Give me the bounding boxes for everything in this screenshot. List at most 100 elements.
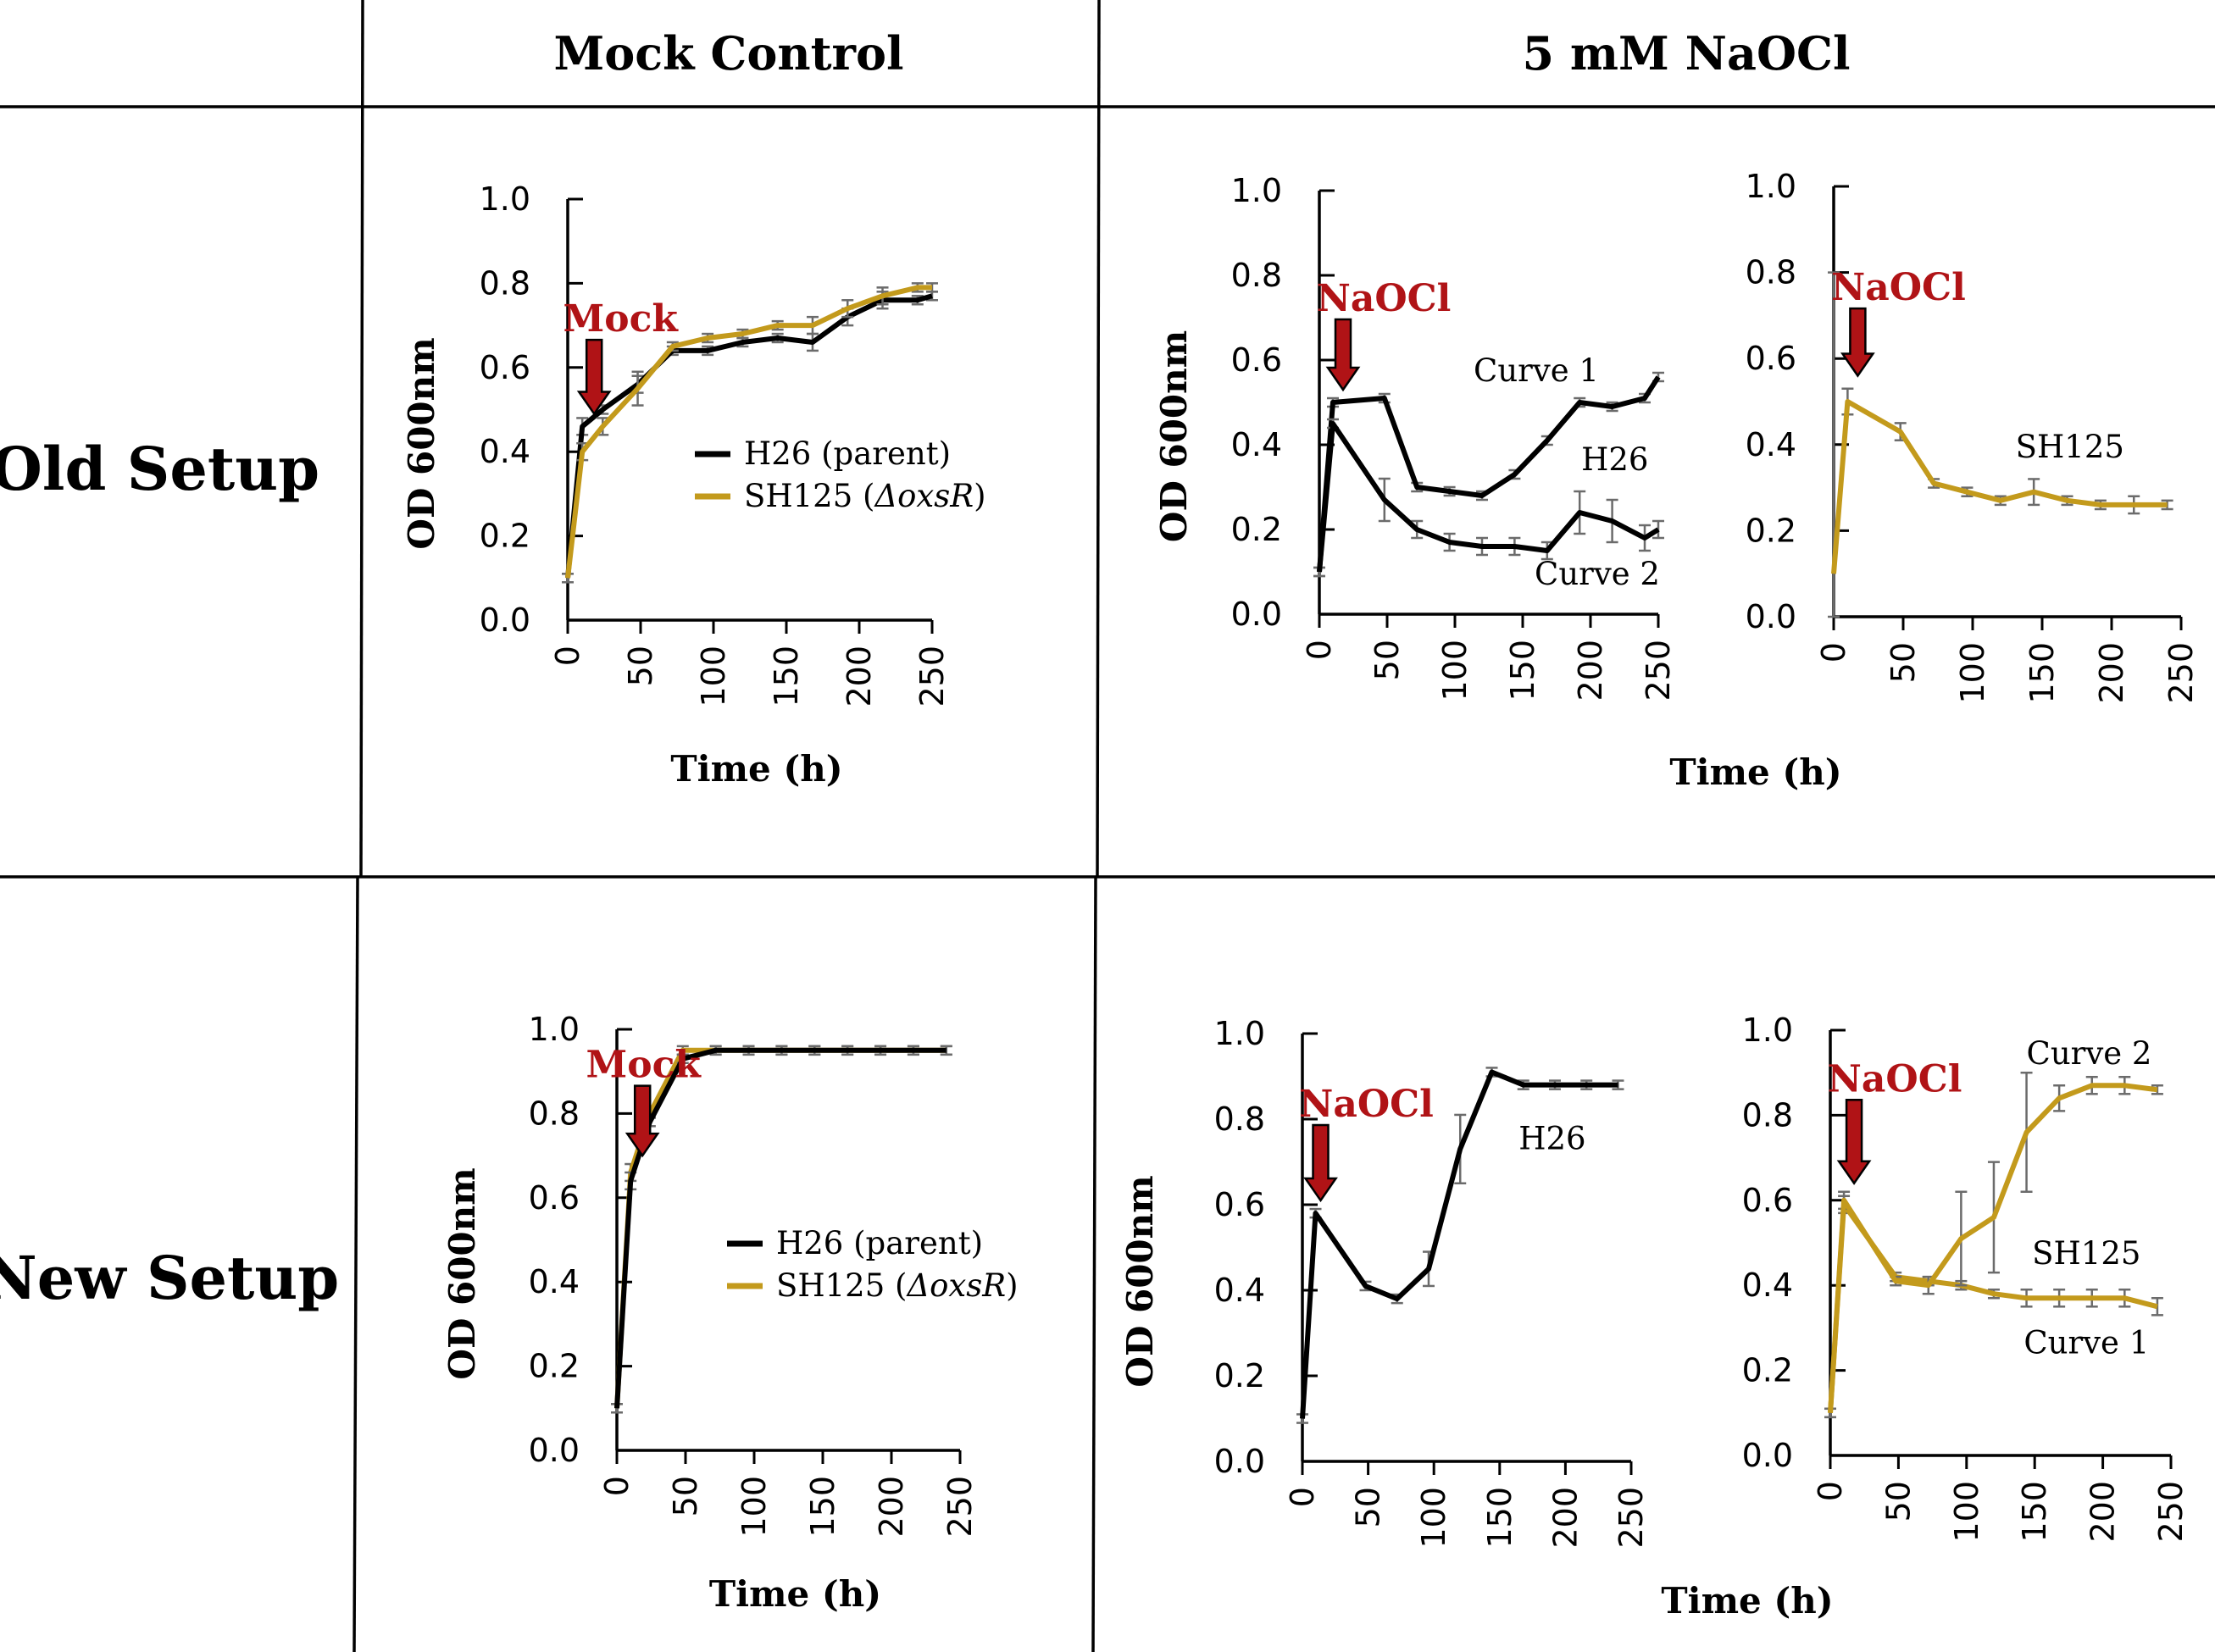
series-sh125-1 [1824,1071,2163,1419]
treatment-arrow-icon [1303,1123,1338,1203]
y-tick-label: 0.4 [480,433,530,470]
x-tick-label: 0 [1301,640,1338,660]
y-tick-label: 0.2 [1231,511,1282,548]
curve-annotation: H26 [1518,1120,1585,1156]
y-tick-label: 0.8 [480,264,530,302]
y-tick-label: 1.0 [1746,168,1796,205]
grid-line-col1-top [359,0,364,878]
curve-annotation: SH125 [2016,429,2124,465]
chart-new_naocl_h26: 0.0 0.2 0.4 0.6 0.8 1.0 0 50 100 150 200 250 OD 600n… [1119,1015,1834,1622]
x-tick-label: 250 [913,646,951,707]
y-tick-label: 0.6 [1214,1186,1265,1223]
y-tick-label: 0.8 [1214,1100,1265,1138]
x-tick-label: 0 [1812,1481,1849,1501]
grid-line-col1-bottom [353,876,359,1652]
x-tick-label: 50 [622,646,659,686]
x-tick-label: 50 [1879,1481,1917,1522]
y-tick-label: 0.0 [480,601,530,639]
curve-annotation: Curve 1 [2023,1325,2149,1361]
series-line [1831,399,2168,574]
y-tick-label: 1.0 [1742,1012,1793,1049]
treatment-label: Mock [563,297,680,341]
curve-annotation: Curve 2 [2027,1035,2152,1072]
x-tick-label: 150 [1481,1487,1518,1549]
curve-annotation: SH125 [2032,1235,2140,1272]
y-tick-label: 0.4 [1231,426,1282,463]
y-tick-label: 0.2 [1746,512,1796,549]
row-header-old-setup: Old Setup [0,434,319,504]
y-tick-label: 0.4 [1746,426,1796,463]
y-tick-label: 0.8 [1231,257,1282,294]
series-h26-0 [1313,371,1664,578]
x-tick-label: 250 [941,1476,979,1538]
y-tick-label: 1.0 [529,1011,580,1048]
series-h26-0 [1296,1067,1624,1424]
treatment-arrow-icon [1840,307,1875,378]
y-tick-label: 0.0 [1231,596,1282,633]
treatment-arrow-icon [576,338,612,416]
y-tick-label: 0.0 [529,1432,580,1469]
x-tick-label: 100 [1415,1487,1452,1549]
y-tick-label: 0.6 [1742,1182,1793,1219]
series-sh125-1 [562,282,938,584]
y-tick-label: 0.2 [529,1348,580,1385]
y-tick-label: 0.4 [529,1263,580,1300]
column-header-mock: Mock Control [553,26,903,80]
chart-new_naocl_sh125: 0.0 0.2 0.4 0.6 0.8 1.0 0 50 100 150 200 250 NaOCl Cu… [1742,1012,2190,1543]
curve-annotation: Curve 2 [1535,556,1660,592]
y-tick-label: 1.0 [480,180,530,218]
legend-label: H26 (parent) [776,1225,983,1261]
treatment-arrow-icon [625,1084,660,1158]
legend: H26 (parent) SH125 (ΔoxsR) [695,435,986,514]
x-axis-title: Time (h) [709,1573,881,1615]
series-sh125-0 [1828,271,2173,618]
treatment-arrow-icon [1325,318,1361,392]
curve-annotation: H26 [1581,441,1648,478]
y-tick-label: 0.0 [1742,1437,1793,1474]
y-tick-label: 0.4 [1214,1272,1265,1309]
y-tick-label: 0.2 [1214,1357,1265,1394]
x-tick-label: 50 [1350,1487,1387,1527]
x-tick-label: 50 [1885,642,1922,683]
x-tick-label: 150 [2016,1481,2053,1543]
y-axis-title: OD 600nm [1153,330,1195,542]
series-line [1317,375,1661,573]
chart-old_naocl_h26: 0.0 0.2 0.4 0.6 0.8 1.0 0 50 100 150 200 250 OD 600n… [1153,172,1677,701]
x-tick-label: 50 [1368,640,1406,680]
x-tick-label: 250 [2152,1481,2190,1543]
column-header-naocl: 5 mM NaOCl [1523,26,1851,80]
x-tick-label: 200 [841,646,878,707]
x-tick-label: 150 [768,646,805,707]
x-axis-title: Time (h) [670,748,842,790]
treatment-label: Mock [586,1044,702,1087]
y-tick-label: 0.4 [1742,1267,1793,1304]
x-axis-title: Time (h) [1661,1580,1833,1622]
treatment-label: NaOCl [1299,1083,1434,1126]
chart-old_naocl_sh125: 0.0 0.2 0.4 0.6 0.8 1.0 0 50 100 150 200 250 NaOCl SH… [1746,168,2200,704]
y-tick-label: 0.8 [1746,254,1796,291]
x-tick-label: 100 [1948,1481,1985,1543]
curve-annotation: Curve 1 [1474,352,1599,389]
x-tick-label: 100 [1436,640,1474,701]
y-tick-label: 1.0 [1231,172,1282,209]
chart-new_mock: 0.0 0.2 0.4 0.6 0.8 1.0 0 50 100 150 200 250 OD 600n… [441,1011,1019,1615]
legend-label: SH125 (ΔoxsR) [744,478,986,514]
x-tick-label: 150 [804,1476,841,1538]
grid-line-col2-top [1096,0,1101,878]
x-tick-label: 200 [2093,642,2130,704]
treatment-arrow-icon [1836,1099,1872,1185]
y-tick-label: 0.0 [1746,598,1796,635]
series-line [1317,421,1660,573]
y-tick-label: 0.6 [1746,340,1796,377]
treatment-label: NaOCl [1831,266,1966,309]
y-tick-label: 0.2 [1742,1352,1793,1389]
x-tick-label: 250 [1640,640,1677,701]
y-axis-title: OD 600nm [441,1167,483,1379]
legend-label: SH125 (ΔoxsR) [776,1267,1019,1304]
treatment-label: NaOCl [1828,1057,1962,1100]
x-tick-label: 50 [667,1476,704,1516]
x-tick-label: 250 [1613,1487,1650,1549]
x-tick-label: 0 [598,1476,636,1496]
